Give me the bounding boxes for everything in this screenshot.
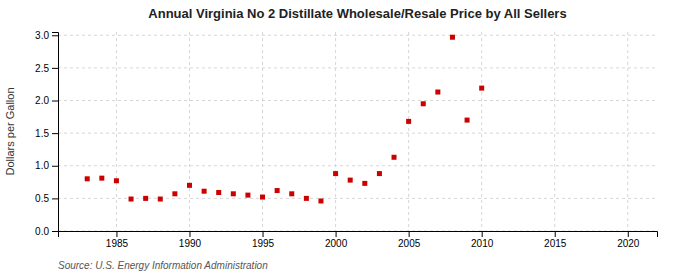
x-tick: 1995 [252, 231, 275, 249]
y-tick-label: 1.5 [35, 128, 49, 139]
x-tick: 2020 [617, 231, 640, 249]
x-tick-label: 1990 [179, 238, 202, 249]
points [85, 35, 484, 204]
point [202, 189, 207, 194]
point [85, 176, 90, 181]
point [129, 197, 134, 202]
y-tick: 0.5 [35, 193, 58, 204]
point [260, 195, 265, 200]
y-tick: 1.5 [35, 128, 58, 139]
source: Source: U.S. Energy Information Administ… [58, 260, 268, 271]
point [289, 191, 294, 196]
x-grid-line [627, 32, 628, 231]
point [172, 191, 177, 196]
y-tick-mark [52, 166, 58, 167]
y-tick-label: 2.5 [35, 63, 49, 74]
point [304, 196, 309, 201]
x-axis: 1985 1990 1995 2000 2005 2010 2015 2020 [59, 231, 658, 249]
y-tick-mark [52, 101, 58, 102]
chart: 1985 1990 1995 2000 2005 2010 2015 2020 0.0 0.5 1.… [0, 0, 675, 275]
point [479, 86, 484, 91]
x-tick-mark [336, 231, 337, 237]
y-tick: 2.5 [35, 63, 58, 74]
y-tick-mark [52, 68, 58, 69]
point [114, 178, 119, 183]
x-tick: 2000 [325, 231, 348, 249]
y-grid-line [58, 67, 657, 68]
x-tick-label: 1985 [106, 238, 129, 249]
x-tick-label: 2020 [617, 238, 640, 249]
x-tick-label: 2010 [471, 238, 494, 249]
point [318, 198, 323, 203]
y-tick-mark [52, 198, 58, 199]
y-axis-title: Dollars per Gallon [4, 87, 16, 175]
point [392, 155, 397, 160]
point [450, 35, 455, 40]
point [158, 197, 163, 202]
point [421, 101, 426, 106]
y-tick: 2.0 [35, 95, 58, 106]
point [435, 90, 440, 95]
y-tick-label: 0.0 [35, 226, 49, 237]
x-tick-mark [628, 231, 629, 237]
x-grid-line [262, 32, 263, 231]
x-tick-label: 1995 [252, 238, 275, 249]
x-tick-label: 2005 [398, 238, 421, 249]
y-grid-line [58, 100, 657, 101]
y-tick-label: 2.0 [35, 95, 49, 106]
x-tick-label: 2000 [325, 238, 348, 249]
y-tick-mark [52, 231, 58, 232]
point [406, 119, 411, 124]
y-grid-line [58, 35, 657, 36]
x-grid-line [335, 32, 336, 231]
grid [58, 32, 657, 231]
y-tick-mark [52, 35, 58, 36]
x-grid-line [116, 32, 117, 231]
point [362, 181, 367, 186]
x-axis-line [59, 232, 658, 238]
y-grid-line [58, 133, 657, 134]
point [377, 171, 382, 176]
point [333, 171, 338, 176]
point [187, 183, 192, 188]
point [216, 190, 221, 195]
y-tick: 3.0 [35, 30, 58, 41]
x-tick: 2005 [398, 231, 421, 249]
y-tick-label: 1.0 [35, 160, 49, 171]
point [99, 176, 104, 181]
x-tick-mark [263, 231, 264, 237]
y-tick: 0.0 [35, 226, 58, 237]
x-tick: 2010 [471, 231, 494, 249]
y-grid-line [58, 165, 657, 166]
point [275, 188, 280, 193]
x-grid-line [481, 32, 482, 231]
x-tick: 1985 [106, 231, 129, 249]
point [465, 118, 470, 123]
x-tick-label: 2015 [544, 238, 567, 249]
x-tick: 2015 [544, 231, 567, 249]
point [245, 193, 250, 198]
y-tick: 1.0 [35, 160, 58, 171]
x-tick-mark [189, 231, 190, 237]
x-tick-mark [555, 231, 556, 237]
plot: 1985 1990 1995 2000 2005 2010 2015 2020 0.0 0.5 1.… [35, 30, 657, 249]
y-tick-label: 3.0 [35, 30, 49, 41]
y-tick-mark [52, 133, 58, 134]
y-axis: 0.0 0.5 1.0 1.5 2.0 2.5 3.0 [35, 30, 58, 237]
x-tick-mark [409, 231, 410, 237]
x-tick: 1990 [179, 231, 202, 249]
y-axis-line [52, 33, 59, 232]
point [348, 178, 353, 183]
x-tick-mark [116, 231, 117, 237]
point [231, 191, 236, 196]
x-grid-line [408, 32, 409, 231]
title: Annual Virginia No 2 Distillate Wholesal… [148, 6, 566, 21]
x-tick-mark [482, 231, 483, 237]
x-grid-line [554, 32, 555, 231]
y-tick-label: 0.5 [35, 193, 49, 204]
point [143, 196, 148, 201]
x-grid-line [189, 32, 190, 231]
